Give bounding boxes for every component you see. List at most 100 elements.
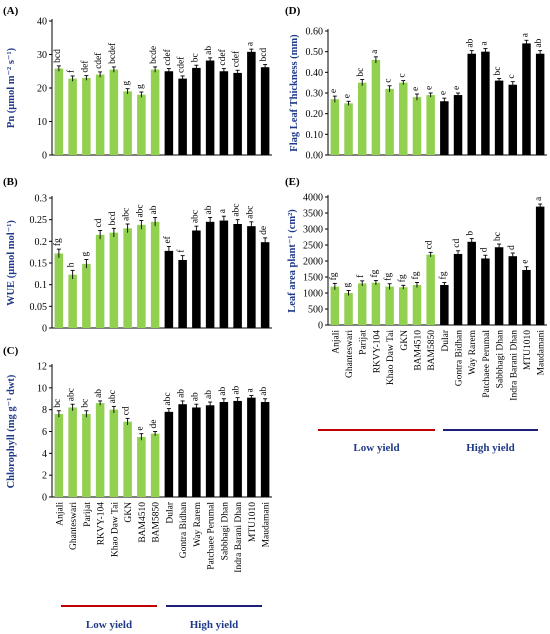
significance-letter: ab [94, 389, 104, 398]
bar-bam5850 [150, 221, 160, 328]
bar-rkvy-104 [371, 59, 381, 155]
significance-letter: bc [493, 232, 503, 241]
x-tick-label: Maudamani [262, 502, 272, 548]
significance-letter: ab [204, 205, 214, 214]
x-tick-label: Sabbhagi Dhan [220, 502, 230, 561]
x-tick-label: GKN [124, 502, 134, 523]
bar-bam4510 [137, 436, 146, 497]
bar-patchaee-perumal [205, 405, 215, 497]
y-tick-label: 0.50 [306, 47, 324, 58]
significance-letter: fg [328, 272, 339, 280]
y-axis-label: Pn (μmol m⁻² s⁻¹) [6, 47, 17, 128]
significance-letter: cdef [176, 56, 187, 73]
bar-sabbhagi-dhan [494, 247, 504, 325]
significance-letter: g [343, 282, 353, 287]
significance-letter: bc [53, 399, 63, 408]
bar-parijat [82, 414, 91, 497]
bar-rkvy-104 [95, 403, 105, 497]
y-tick-label: 2500 [303, 241, 323, 252]
significance-letter: bcde [149, 46, 159, 64]
bar-way-rarem [467, 53, 476, 155]
chart-panel-5: (E) Leaf area plant⁻¹ (cm²) 0 500 1000 1500 20… [285, 176, 547, 454]
bar-anjali [330, 99, 340, 155]
bar-sabbhagi-dhan [219, 220, 229, 328]
bar-gkn [123, 421, 132, 497]
y-tick-label: 12 [37, 362, 47, 373]
high-yield-label: High yield [466, 442, 515, 454]
significance-letter: h [67, 262, 77, 267]
x-tick-label: RKVY-104 [372, 330, 382, 374]
bar-khao-daw-tai [109, 409, 119, 497]
significance-letter: e [438, 91, 448, 95]
significance-letter: ef [162, 235, 173, 243]
y-tick-label: 0.00 [306, 151, 324, 162]
y-tick-label: 0 [42, 324, 47, 335]
y-tick-label: 2 [42, 471, 47, 482]
x-tick-label: Maudamani [537, 330, 547, 376]
significance-letter: f [355, 274, 366, 278]
x-tick-label: Gontra Bidhan [455, 330, 465, 386]
bar-khao-daw-tai [385, 88, 394, 155]
y-tick-label: 0.40 [306, 68, 324, 79]
bar-anjali [54, 414, 64, 497]
significance-letter: fg [437, 271, 448, 279]
significance-letter: g [80, 252, 90, 257]
significance-letter: fg [383, 273, 394, 281]
x-tick-label: BAM5850 [152, 502, 162, 543]
bar-maudamani [535, 206, 545, 325]
significance-letter: abc [245, 206, 255, 219]
x-tick-label: Sabbhagi Dhan [496, 330, 506, 389]
significance-letter: e [425, 86, 435, 90]
significance-letter: fg [52, 238, 63, 246]
y-tick-label: 0.05 [30, 302, 48, 313]
y-tick-label: 30 [37, 50, 47, 61]
bar-khao-daw-tai [385, 286, 394, 325]
panel-label: (C) [3, 345, 19, 357]
significance-letter: bcdef [107, 42, 118, 64]
bar-gkn [123, 91, 132, 155]
bar-parijat [357, 283, 367, 325]
bar-patchaee-perumal [205, 60, 215, 155]
bar-parijat [82, 263, 91, 328]
significance-letter: a [520, 32, 530, 37]
significance-letter: ab [259, 387, 269, 396]
significance-letter: c [397, 73, 407, 77]
significance-letter: e [452, 86, 462, 90]
y-tick-label: 2000 [303, 257, 323, 268]
x-tick-label: MTU1010 [523, 330, 533, 370]
significance-letter: e [135, 426, 145, 430]
y-tick-label: 1000 [303, 289, 323, 300]
y-axis-label: Flag Leaf Thickness (mm) [289, 34, 300, 152]
significance-letter: e [520, 260, 530, 264]
x-tick-label: BAM4510 [138, 502, 148, 543]
bar-way-rarem [192, 230, 201, 328]
significance-letter: bcd [53, 49, 63, 63]
significance-letter: abc [67, 388, 77, 401]
significance-letter: bcd [108, 211, 118, 225]
y-tick-label: 0.2 [35, 237, 48, 248]
bar-bam4510 [137, 94, 146, 155]
y-axis-label: Chlorophyll (mg g⁻¹ dwt) [6, 374, 17, 488]
x-tick-label: Dular [165, 501, 175, 523]
y-tick-label: 20 [37, 84, 47, 95]
bar-parijat [82, 77, 91, 155]
significance-letter: cd [122, 406, 132, 415]
bar-maudamani [260, 67, 270, 155]
significance-letter: abc [190, 210, 200, 223]
bar-gontra-bidhan [453, 253, 463, 325]
bar-indra-barani-dhan [233, 72, 242, 155]
y-tick-label: 4 [42, 449, 47, 460]
x-tick-label: Dular [441, 329, 451, 351]
significance-letter: ab [204, 46, 214, 55]
y-axis-label: WUE (μmol mol⁻¹) [6, 220, 17, 306]
chart-panel-3: (C) Chlorophyll (mg g⁻¹ dwt) 0 2 4 6 8 10 12 bc An… [3, 345, 272, 631]
significance-letter: de [149, 420, 159, 429]
bar-bam5850 [426, 95, 435, 155]
significance-letter: f [176, 249, 187, 253]
x-tick-label: Anjali [331, 330, 341, 354]
bar-bam5850 [426, 254, 435, 325]
significance-letter: g [122, 81, 132, 86]
y-tick-label: 500 [308, 305, 323, 316]
bar-patchaee-perumal [481, 51, 490, 155]
y-axis-label: Leaf area plant⁻¹ (cm²) [287, 209, 298, 313]
